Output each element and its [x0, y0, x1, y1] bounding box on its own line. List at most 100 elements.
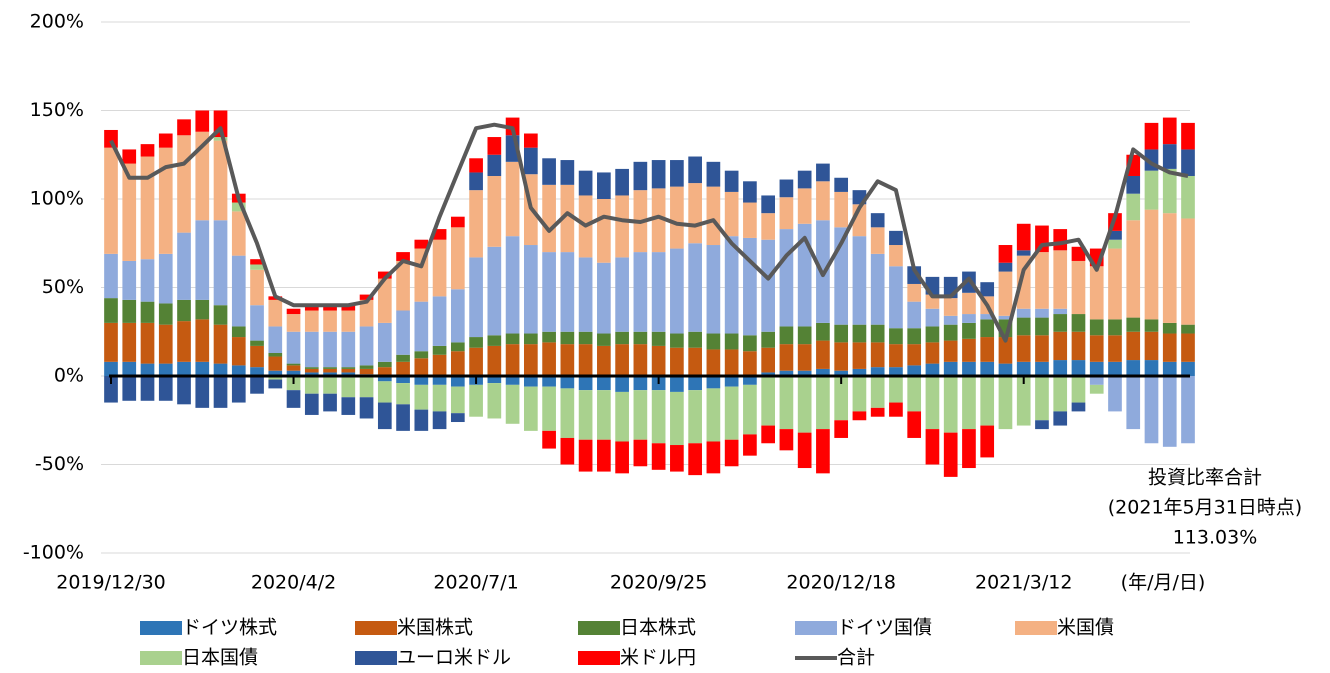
- bar-segment: [560, 376, 575, 389]
- legend-swatch: [795, 621, 837, 635]
- bar-segment: [377, 367, 392, 376]
- bar-segment: [597, 390, 611, 440]
- bar-segment: [469, 337, 483, 348]
- bar-segment: [359, 326, 374, 366]
- bar-segment: [1071, 260, 1086, 315]
- bar-segment: [396, 404, 410, 431]
- x-tick-label: 2020/12/18: [786, 572, 896, 594]
- bar-segment: [633, 161, 648, 191]
- bar-segment: [286, 331, 301, 364]
- bar-segment: [286, 363, 301, 366]
- bar-segment: [469, 172, 483, 191]
- bar-segment: [414, 376, 429, 385]
- bar-segment: [962, 292, 976, 315]
- bar-segment: [1162, 117, 1177, 145]
- bar-segment: [487, 335, 502, 346]
- bar-segment: [359, 294, 374, 300]
- bar-segment: [1071, 402, 1086, 412]
- bar-segment: [651, 443, 666, 470]
- bar-segment: [1089, 384, 1104, 394]
- bar-segment: [578, 376, 593, 391]
- bar-segment: [597, 333, 611, 346]
- bar-segment: [688, 156, 702, 184]
- bar-segment: [341, 367, 356, 369]
- bar-segment: [377, 271, 392, 279]
- bar-segment: [761, 331, 775, 348]
- bar-segment: [1162, 333, 1177, 362]
- bar-segment: [1071, 314, 1086, 332]
- bar-segment: [998, 271, 1013, 316]
- bar-segment: [1108, 335, 1122, 362]
- bar-segment: [761, 425, 775, 444]
- bar-segment: [286, 308, 301, 315]
- bar-segment: [323, 310, 337, 332]
- bar-segment: [1016, 335, 1031, 362]
- bar-segment: [797, 170, 812, 189]
- bar-segment: [231, 337, 246, 366]
- legend-swatch: [140, 651, 182, 665]
- bar-segment: [377, 361, 392, 368]
- bar-segment: [797, 326, 812, 345]
- bar-segment: [706, 349, 721, 376]
- bar-segment: [651, 390, 666, 444]
- bar-segment: [1126, 175, 1141, 194]
- bar-segment: [524, 386, 538, 431]
- bar-segment: [1053, 331, 1068, 361]
- bar-segment: [286, 365, 301, 371]
- bar-segment: [597, 199, 611, 263]
- bar-segment: [907, 283, 922, 302]
- bar-segment: [341, 368, 356, 373]
- bar-segment: [834, 370, 849, 376]
- bar-segment: [1089, 376, 1104, 385]
- bar-segment: [560, 437, 575, 465]
- bar-segment: [1035, 376, 1049, 421]
- bar-segment: [432, 376, 447, 385]
- bar-segment: [779, 429, 794, 451]
- bar-segment: [743, 237, 757, 336]
- bar-segment: [487, 345, 502, 376]
- bar-segment: [743, 351, 757, 376]
- bar-segment: [998, 315, 1013, 320]
- bar-segment: [1108, 239, 1122, 249]
- bar-segment: [633, 252, 648, 332]
- bar-segment: [870, 227, 885, 254]
- bar-segment: [743, 335, 757, 352]
- bar-segment: [615, 376, 629, 392]
- bar-segment: [797, 223, 812, 327]
- bar-segment: [797, 370, 812, 376]
- bar-segment: [524, 147, 538, 175]
- bar-segment: [122, 149, 137, 164]
- bar-segment: [432, 296, 447, 346]
- bar-segment: [1181, 149, 1195, 176]
- bar-segment: [158, 363, 173, 376]
- bar-segment: [177, 361, 191, 376]
- bar-segment: [195, 299, 210, 320]
- bar-segment: [450, 342, 465, 352]
- bar-segment: [943, 361, 958, 376]
- bar-segment: [779, 179, 794, 198]
- bar-segment: [1126, 331, 1141, 361]
- bar-segment: [195, 319, 210, 362]
- bar-segment: [140, 301, 155, 323]
- bar-segment: [140, 259, 155, 302]
- bar-segment: [213, 305, 228, 325]
- bar-segment: [231, 326, 246, 338]
- bar-segment: [414, 409, 429, 431]
- bar-segment: [505, 376, 520, 385]
- bar-segment: [889, 266, 903, 329]
- bar-segment: [542, 184, 556, 253]
- bar-segment: [505, 236, 520, 334]
- bar-segment: [231, 365, 246, 376]
- bar-segment: [1126, 220, 1141, 318]
- bar-segment: [706, 376, 721, 389]
- bar-segment: [797, 344, 812, 371]
- bar-segment: [907, 376, 922, 412]
- bar-segment: [286, 370, 301, 376]
- bar-segment: [724, 376, 739, 387]
- bar-segment: [1144, 331, 1159, 361]
- bar-segment: [1144, 209, 1159, 320]
- bar-segment: [359, 299, 374, 327]
- bar-segment: [852, 411, 867, 421]
- bar-segment: [560, 184, 575, 253]
- bar-segment: [834, 177, 849, 192]
